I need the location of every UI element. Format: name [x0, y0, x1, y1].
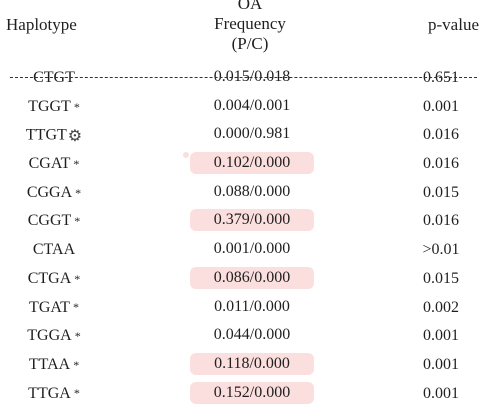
haplotype-label: TGGA [27, 327, 72, 345]
header-pvalue: p-value [428, 15, 479, 34]
pvalue-cell: 0.002 [423, 298, 459, 316]
pvalue-cell: 0.001 [423, 384, 459, 402]
header-frequency: OA Frequency (P/C) [190, 0, 310, 54]
table-body: CTGT 0.015/0.018 0.651 TGGT * 0.004/0.001 0.00… [0, 64, 487, 408]
header-haplotype: Haplotype [6, 15, 77, 34]
gear-icon: ⚙ [67, 128, 83, 146]
haplotype-label: CGGA [26, 183, 73, 201]
table-row: TGGA * 0.044/0.000 0.001 [0, 322, 487, 351]
haplotype-label: TTAA [28, 355, 71, 373]
haplotype-cell: TGGA * [8, 327, 100, 345]
haplotype-label: CGAT [28, 155, 71, 173]
haplotype-label: TGGT [28, 97, 71, 115]
asterisk-icon: * [74, 214, 81, 229]
pvalue-cell: 0.001 [423, 355, 459, 373]
frequency-cell: 0.004/0.001 [213, 96, 291, 114]
table-row: TGGT * 0.004/0.001 0.001 [0, 93, 487, 122]
table-row: CTGA * 0.086/0.000 0.015 [0, 265, 487, 294]
pvalue-cell: 0.016 [423, 126, 459, 144]
frequency-cell: 0.102/0.000 [190, 152, 314, 175]
strikethrough-line [10, 77, 477, 78]
haplotype-cell: CGGT * [8, 212, 100, 230]
haplotype-cell: CTGA * [8, 270, 100, 288]
table-row: TGAT * 0.011/0.000 0.002 [0, 294, 487, 323]
table-row: CGGT * 0.379/0.000 0.016 [0, 207, 487, 236]
pvalue-cell: 0.001 [423, 327, 459, 345]
haplotype-label: CTGA [27, 269, 72, 287]
haplotype-cell: TTAA * [8, 356, 100, 374]
frequency-cell: 0.011/0.000 [214, 297, 290, 315]
frequency-cell: 0.088/0.000 [213, 182, 291, 200]
asterisk-icon: * [74, 271, 81, 286]
frequency-cell: 0.044/0.000 [213, 326, 291, 344]
pvalue-cell: 0.001 [423, 97, 459, 115]
asterisk-icon: * [73, 357, 80, 372]
frequency-cell: 0.379/0.000 [190, 209, 314, 232]
asterisk-icon: * [73, 386, 80, 401]
haplotype-label: CGGT [27, 212, 72, 230]
asterisk-icon: * [75, 185, 82, 200]
asterisk-icon: * [73, 99, 80, 114]
pvalue-cell: 0.015 [423, 183, 459, 201]
frequency-cell: 0.086/0.000 [190, 266, 314, 289]
header-frequency-line3: (P/C) [231, 34, 269, 53]
pvalue-cell: 0.651 [423, 69, 459, 86]
pvalue-cell: 0.016 [423, 212, 459, 230]
table-row: CGGA * 0.088/0.000 0.015 [0, 179, 487, 208]
haplotype-label: TGAT [29, 298, 70, 316]
haplotype-label: TTGT [25, 127, 67, 145]
haplotype-cell: CGAT * [8, 155, 100, 173]
frequency-cell: 0.000/0.981 [213, 125, 291, 143]
table-row: CTAA 0.001/0.000 >0.01 [0, 236, 487, 265]
haplotype-label: CTAA [32, 241, 76, 259]
pvalue-cell: 0.016 [423, 155, 459, 173]
table-row: TTGA * 0.152/0.000 0.001 [0, 380, 487, 408]
haplotype-cell: TGAT * [8, 299, 100, 317]
frequency-cell: 0.118/0.000 [190, 352, 314, 375]
haplotype-cell: TTGT⚙ [8, 126, 100, 146]
haplotype-cell: TGGT * [8, 98, 100, 116]
haplotype-cell: CTAA [8, 241, 100, 259]
header-frequency-line1: OA [237, 0, 263, 13]
table-row: CTGT 0.015/0.018 0.651 [0, 64, 487, 93]
asterisk-icon: * [73, 156, 80, 171]
highlight-dot [183, 152, 189, 158]
asterisk-icon: * [74, 329, 81, 344]
table-row: TTGT⚙ 0.000/0.981 0.016 [0, 121, 487, 150]
pvalue-cell: >0.01 [422, 241, 460, 259]
table-row: CGAT * 0.102/0.000 0.016 [0, 150, 487, 179]
table-row: TTAA * 0.118/0.000 0.001 [0, 351, 487, 380]
table-header: Haplotype OA Frequency (P/C) p-value [0, 0, 487, 62]
haplotype-label: TTGA [28, 384, 71, 402]
frequency-cell: 0.001/0.000 [213, 240, 291, 258]
haplotype-cell: TTGA * [8, 385, 100, 403]
pvalue-cell: 0.015 [423, 269, 459, 287]
haplotype-cell: CGGA * [8, 184, 100, 202]
haplotype-cell: CTGT [8, 69, 100, 87]
asterisk-icon: * [72, 300, 79, 315]
header-frequency-line2: Frequency [214, 14, 286, 33]
frequency-cell: 0.152/0.000 [190, 381, 314, 404]
frequency-cell: 0.015/0.018 [213, 68, 291, 85]
